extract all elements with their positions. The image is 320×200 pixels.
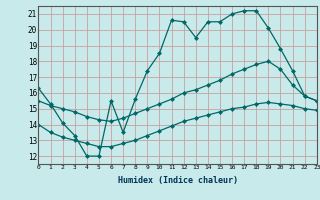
X-axis label: Humidex (Indice chaleur): Humidex (Indice chaleur) [118, 176, 238, 185]
